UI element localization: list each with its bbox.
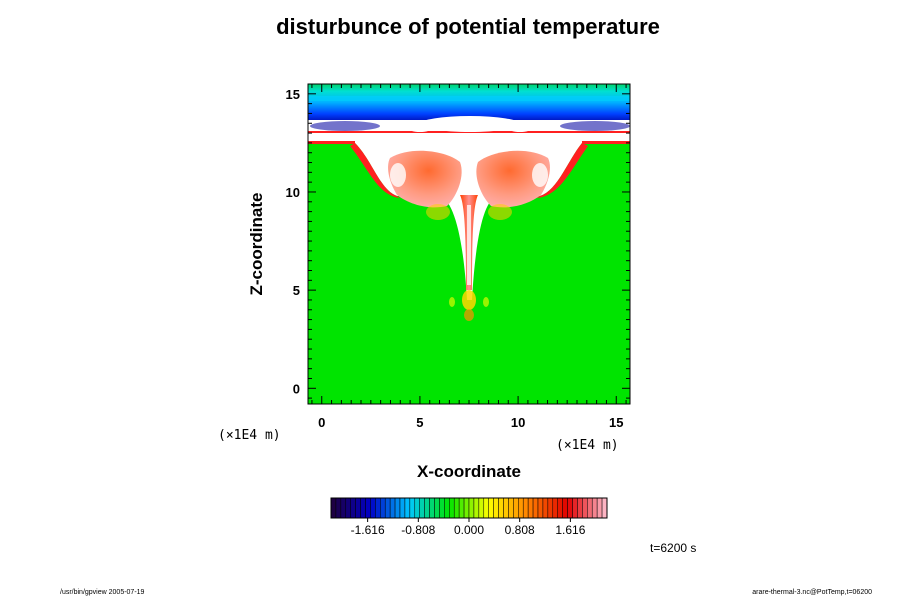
colorbar-cell bbox=[577, 497, 583, 519]
plot-field bbox=[308, 84, 630, 404]
colorbar-cell bbox=[463, 497, 470, 519]
x-axis-title: X-coordinate bbox=[417, 462, 521, 481]
colorbar-cell bbox=[404, 497, 411, 519]
colorbar-cell bbox=[468, 497, 475, 519]
colorbar-cell bbox=[439, 497, 445, 519]
colorbar-cell bbox=[552, 497, 558, 519]
colorbar-cell bbox=[508, 497, 514, 519]
colorbar-cell bbox=[498, 497, 504, 519]
colorbar-cell bbox=[527, 497, 534, 519]
colorbar-cell bbox=[473, 497, 480, 519]
y-axis: 0 5 10 15 bbox=[286, 83, 630, 399]
y-tick-label: 15 bbox=[286, 87, 300, 102]
footer-left: /usr/bin/gpview 2005-07-19 bbox=[60, 589, 145, 596]
colorbar-cell bbox=[355, 497, 361, 519]
colorbar-cell bbox=[453, 497, 460, 519]
colorbar-cell bbox=[434, 497, 440, 519]
colorbar-cell bbox=[384, 497, 391, 519]
colorbar-tick-label: 1.616 bbox=[555, 523, 585, 537]
colorbar bbox=[330, 497, 608, 519]
colorbar-cell bbox=[587, 497, 593, 519]
y-unit-label: (×1E4 m) bbox=[218, 428, 281, 443]
colorbar-cell bbox=[399, 497, 406, 519]
colorbar-tick-label: 0.000 bbox=[454, 523, 484, 537]
x-tick-label: 0 bbox=[318, 415, 325, 430]
colorbar-cell bbox=[503, 497, 509, 519]
colorbar-cell bbox=[537, 497, 544, 519]
colorbar-cell bbox=[488, 497, 494, 519]
colorbar-cell bbox=[449, 497, 455, 519]
colorbar-tick-label: -1.616 bbox=[351, 523, 385, 537]
colorbar-cell bbox=[493, 497, 499, 519]
y-axis-title: Z-coordinate bbox=[247, 193, 266, 296]
colorbar-cell bbox=[429, 497, 435, 519]
colorbar-cell bbox=[409, 497, 416, 519]
colorbar-cell bbox=[532, 497, 539, 519]
colorbar-cell bbox=[365, 497, 371, 519]
colorbar-cell bbox=[483, 497, 489, 519]
x-axis: 0 5 10 15 bbox=[311, 84, 627, 430]
colorbar-cell bbox=[557, 497, 563, 519]
colorbar-cell bbox=[542, 497, 549, 519]
colorbar-cell bbox=[518, 497, 524, 519]
colorbar-cell bbox=[330, 497, 337, 519]
colorbar-cell bbox=[394, 497, 401, 519]
x-unit-label: (×1E4 m) bbox=[556, 438, 619, 453]
colorbar-cell bbox=[375, 497, 381, 519]
colorbar-cell bbox=[582, 497, 588, 519]
colorbar-cell bbox=[547, 497, 554, 519]
colorbar-cell bbox=[424, 497, 430, 519]
colorbar-cell bbox=[360, 497, 366, 519]
colorbar-cell bbox=[350, 497, 356, 519]
colorbar-ticks: -1.616 -0.808 0.000 0.808 1.616 bbox=[351, 518, 586, 537]
colorbar-cell bbox=[562, 497, 568, 519]
y-tick-label: 0 bbox=[293, 381, 300, 396]
colorbar-cell bbox=[380, 497, 386, 519]
footer-right: arare-thermal-3.nc@PotTemp,t=06200 bbox=[752, 589, 872, 596]
colorbar-cell bbox=[340, 497, 347, 519]
x-tick-label: 15 bbox=[609, 415, 623, 430]
colorbar-cell bbox=[458, 497, 465, 519]
y-tick-label: 10 bbox=[286, 185, 300, 200]
colorbar-cell bbox=[414, 497, 420, 519]
time-label: t=6200 s bbox=[650, 541, 696, 555]
chart-title: disturbunce of potential temperature bbox=[276, 14, 660, 39]
x-tick-label: 5 bbox=[416, 415, 423, 430]
colorbar-cell bbox=[572, 497, 578, 519]
colorbar-cell bbox=[596, 497, 603, 519]
colorbar-cell bbox=[345, 497, 351, 519]
colorbar-cell bbox=[567, 497, 573, 519]
colorbar-cell bbox=[444, 497, 450, 519]
colorbar-cell bbox=[419, 497, 425, 519]
x-tick-label: 10 bbox=[511, 415, 525, 430]
y-tick-label: 5 bbox=[293, 283, 300, 298]
colorbar-tick-label: 0.808 bbox=[505, 523, 535, 537]
colorbar-cell bbox=[601, 497, 608, 519]
colorbar-tick-label: -0.808 bbox=[401, 523, 435, 537]
colorbar-cell bbox=[522, 497, 529, 519]
colorbar-cell bbox=[591, 497, 598, 519]
colorbar-cell bbox=[478, 497, 485, 519]
colorbar-cell bbox=[335, 497, 342, 519]
colorbar-cell bbox=[370, 497, 376, 519]
colorbar-cell bbox=[513, 497, 519, 519]
colorbar-cell bbox=[389, 497, 396, 519]
